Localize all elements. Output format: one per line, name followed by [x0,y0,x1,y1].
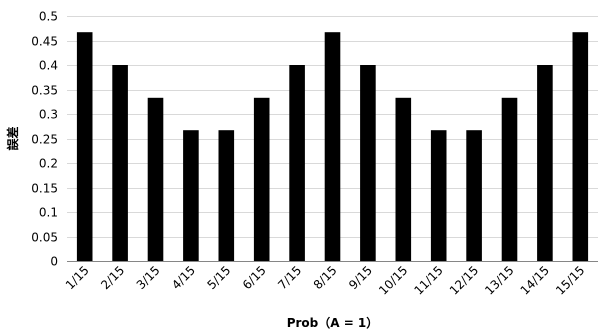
bar-10 [395,97,412,261]
bar-8 [324,32,341,262]
y-axis-title: 誤差 [5,126,20,150]
y-tick-label: 0.1 [39,206,58,220]
y-tick-label: 0.15 [31,182,58,196]
bar-7 [289,65,305,261]
y-tick-label: 0.2 [39,157,58,171]
y-tick-label: 0 [50,255,58,269]
x-tick-label: 9/15 [346,263,375,292]
x-axis-tick-labels: 1/15 2/15 3/15 4/15 5/15 6/15 7/15 8/15 9/15 10/1… [63,263,588,297]
x-tick-label: 4/15 [169,263,198,292]
y-tick-label: 0.25 [31,133,58,147]
bar-2 [112,65,128,261]
bar-4 [183,130,199,261]
bar-12 [466,130,482,261]
bar-15 [572,32,589,262]
bar-14 [537,65,553,261]
x-tick-label: 15/15 [553,263,587,297]
bar-6 [253,97,270,261]
x-tick-label: 8/15 [311,263,340,292]
x-tick-label: 10/15 [376,263,410,297]
x-tick-label: 11/15 [411,263,445,297]
x-tick-label: 2/15 [98,263,127,292]
bar-9 [360,65,376,261]
x-tick-label: 12/15 [447,263,481,297]
y-tick-label: 0.05 [31,231,58,245]
x-tick-label: 13/15 [482,263,516,297]
x-tick-label: 14/15 [518,263,552,297]
y-tick-label: 0.45 [31,35,58,49]
y-tick-label: 0.3 [39,108,58,122]
x-axis-title: Prob（A = 1） [287,315,379,330]
x-tick-label: 7/15 [275,263,304,292]
y-tick-label: 0.35 [31,84,58,98]
bar-3 [147,97,164,261]
bar-1 [76,32,93,262]
y-tick-label: 0.4 [39,59,58,73]
x-tick-label: 5/15 [204,263,233,292]
bar-11 [430,130,447,261]
y-axis-tick-labels: 0 0.05 0.1 0.15 0.2 0.25 0.3 0.35 0.4 0.45 0.5 [31,10,58,269]
x-tick-label: 3/15 [134,263,163,292]
bars [76,32,589,262]
x-tick-label: 6/15 [240,263,269,292]
bar-5 [218,130,235,261]
bar-13 [501,97,518,261]
y-tick-label: 0.5 [39,10,58,24]
x-tick-label: 1/15 [63,263,92,292]
